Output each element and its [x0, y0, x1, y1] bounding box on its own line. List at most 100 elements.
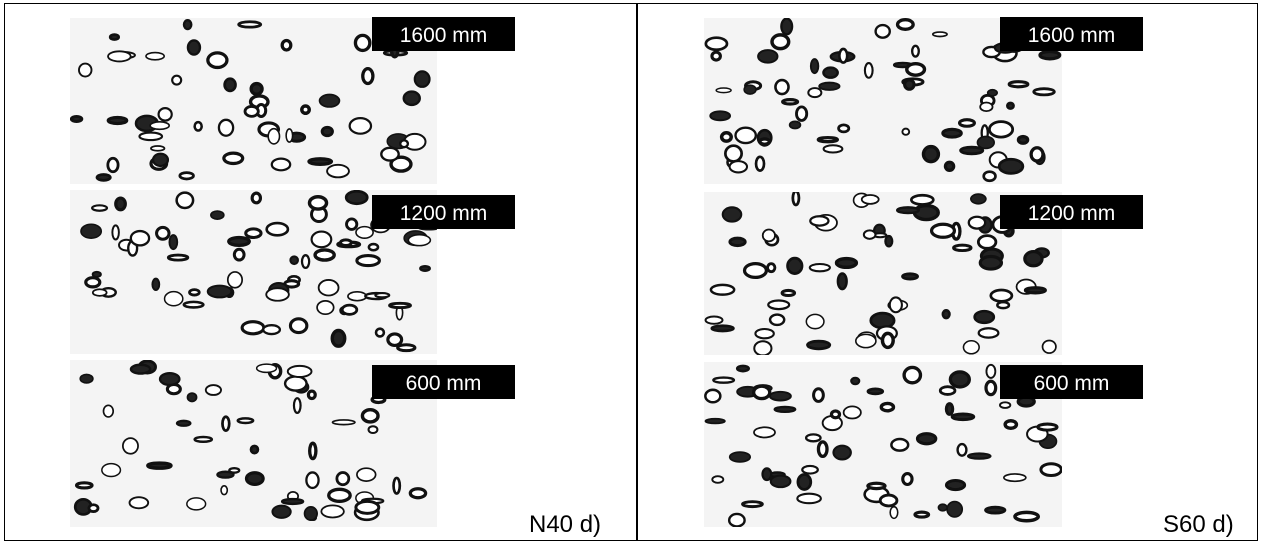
bubble — [327, 487, 352, 503]
bubble — [237, 20, 263, 29]
bubble — [774, 78, 790, 96]
bubble — [796, 492, 822, 505]
bubble — [1032, 87, 1056, 97]
bubble — [780, 288, 797, 298]
bubble — [102, 404, 115, 418]
bubble — [1038, 49, 1062, 61]
bubble — [842, 405, 862, 420]
bubble — [69, 115, 84, 123]
bubble — [822, 144, 844, 154]
bubble — [724, 144, 743, 163]
bubble — [709, 110, 732, 122]
bubble — [734, 126, 758, 145]
bubble — [910, 193, 935, 206]
bubble — [950, 412, 976, 422]
photo — [69, 18, 437, 184]
bubble — [1013, 510, 1041, 523]
bubble — [108, 33, 121, 41]
bubble — [770, 33, 791, 51]
bubble — [985, 363, 997, 379]
bubble — [766, 262, 777, 274]
bubble — [758, 137, 772, 146]
bubble — [344, 189, 369, 206]
bubble — [704, 315, 724, 325]
bubble — [728, 451, 752, 463]
bubble — [308, 441, 318, 461]
bubble — [957, 118, 976, 128]
bubble — [984, 505, 1007, 515]
bubble — [757, 49, 779, 64]
bubble — [206, 284, 233, 299]
bubble — [822, 66, 839, 79]
bubble — [146, 461, 173, 470]
bubble — [710, 324, 735, 333]
bubble — [216, 470, 235, 479]
bubble — [712, 376, 736, 384]
bubble — [952, 243, 973, 253]
bubble — [175, 419, 192, 427]
bubble — [316, 300, 335, 316]
bubble — [754, 155, 766, 172]
bubble — [704, 36, 729, 52]
bubble — [87, 503, 100, 513]
bubble — [413, 70, 431, 88]
bubble — [249, 444, 260, 455]
bubble — [204, 384, 222, 396]
bubble — [407, 233, 432, 247]
bubble — [769, 474, 792, 489]
bubble — [402, 90, 421, 107]
bubble — [168, 234, 179, 251]
bubble — [719, 131, 733, 143]
bubble — [850, 376, 861, 386]
depth-label: 1600 mm — [372, 17, 515, 51]
bubble — [878, 493, 899, 508]
bubble — [240, 320, 266, 336]
bubble — [728, 160, 749, 174]
bubble — [1041, 339, 1057, 354]
bubble — [781, 97, 800, 106]
bubble — [761, 228, 776, 243]
bubble — [107, 50, 132, 63]
bubble — [186, 39, 202, 56]
bubble — [977, 327, 1000, 339]
bubble — [232, 247, 246, 262]
bubble — [970, 193, 987, 205]
bubble — [901, 272, 919, 281]
bubble — [138, 131, 164, 142]
bubble — [338, 238, 353, 248]
bubble — [186, 392, 198, 403]
bubble — [768, 313, 786, 327]
frame — [4, 3, 1258, 541]
bubble — [151, 152, 170, 168]
bubble — [243, 104, 260, 118]
bubble — [743, 84, 757, 95]
bubble — [91, 270, 102, 278]
bubble — [715, 87, 732, 94]
bubble — [386, 332, 404, 347]
bubble — [753, 340, 773, 357]
bubble — [388, 301, 412, 309]
bubble — [292, 397, 302, 414]
bubble — [735, 364, 750, 373]
bubble — [1003, 473, 1027, 483]
bubble — [128, 496, 150, 510]
bubble — [808, 262, 831, 273]
bubble — [280, 497, 305, 506]
bubble — [313, 248, 336, 262]
bubble — [106, 115, 129, 126]
bubble — [796, 473, 813, 491]
bubble — [836, 272, 848, 291]
bubble — [307, 195, 329, 211]
bubble — [938, 385, 957, 396]
bubble — [829, 409, 842, 420]
bubble — [374, 292, 391, 299]
bubble — [353, 33, 372, 53]
bubble — [709, 283, 736, 296]
bubble — [193, 120, 203, 132]
bubble — [361, 67, 375, 86]
bubble — [984, 379, 998, 397]
bubble — [111, 224, 120, 241]
bubble — [270, 157, 292, 172]
bubble — [976, 135, 995, 150]
bubble — [704, 417, 726, 425]
